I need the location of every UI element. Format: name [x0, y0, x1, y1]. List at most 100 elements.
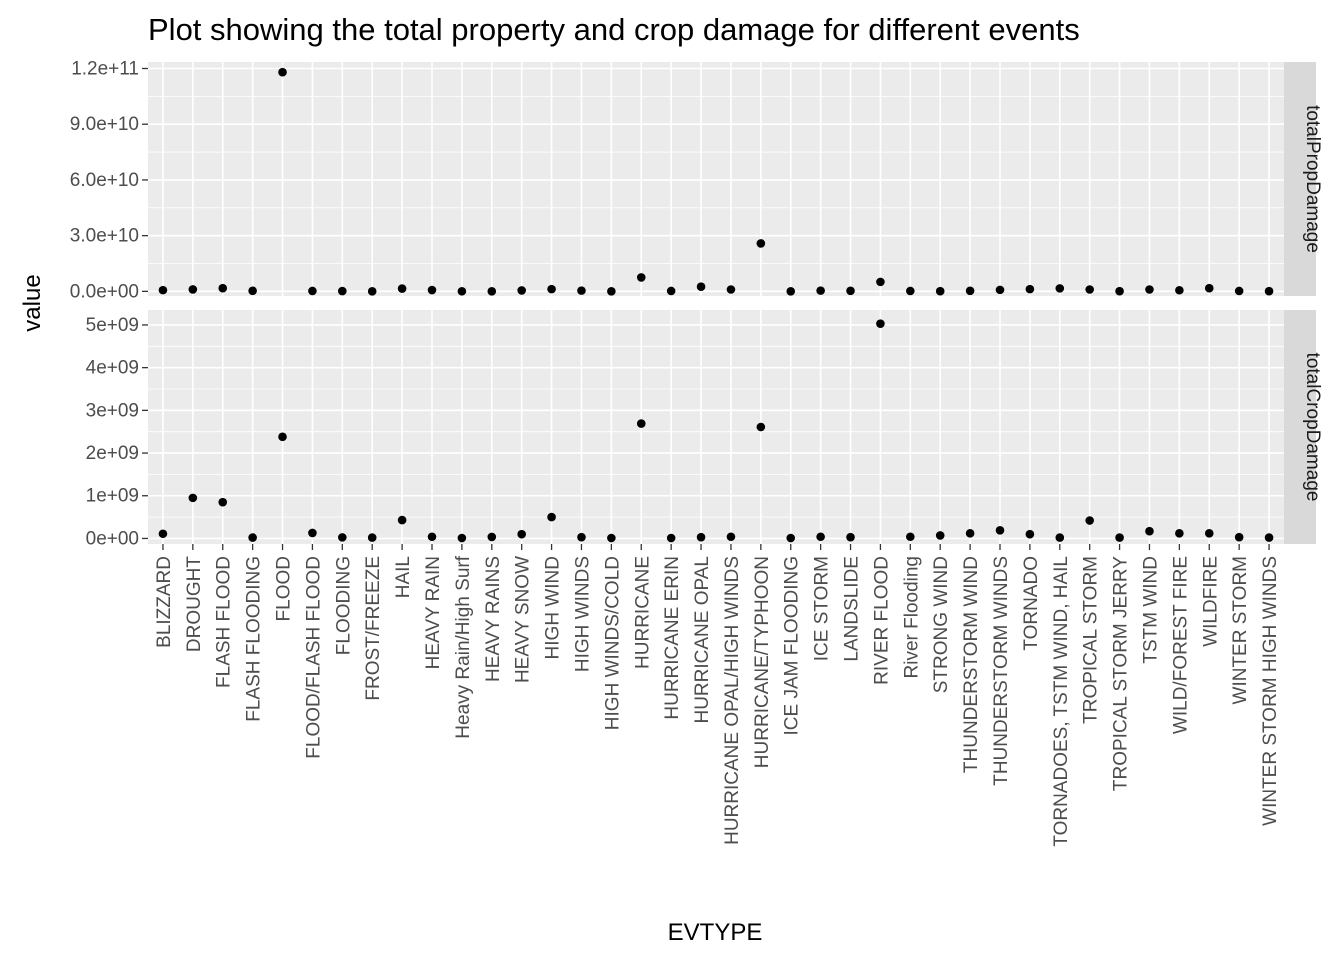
y-tick-label: 5e+09 [86, 315, 139, 336]
point-totalCropDamage-19 [726, 532, 736, 542]
point-totalPropDamage-5 [308, 286, 317, 296]
point-totalPropDamage-35 [1204, 283, 1214, 293]
point-totalPropDamage-7 [367, 287, 377, 296]
x-tick-label: HURRICANE/TYPHOON [752, 556, 773, 768]
point-totalPropDamage-24 [876, 277, 885, 287]
facet-strip-label: totalCropDamage [1302, 353, 1323, 502]
point-totalPropDamage-21 [786, 287, 796, 296]
point-totalCropDamage-28 [995, 526, 1005, 535]
point-totalCropDamage-25 [906, 532, 915, 542]
point-totalPropDamage-19 [726, 285, 736, 294]
x-tick-label: THUNDERSTORM WINDS [991, 556, 1012, 786]
point-totalCropDamage-30 [1055, 533, 1065, 542]
point-totalPropDamage-8 [397, 284, 407, 293]
x-tick-label: WINTER STORM [1230, 556, 1251, 704]
x-tick-label: ICE JAM FLOODING [782, 556, 803, 735]
x-tick-label: WINTER STORM HIGH WINDS [1260, 556, 1281, 826]
point-totalCropDamage-13 [547, 512, 556, 522]
point-totalCropDamage-1 [188, 493, 198, 503]
point-totalPropDamage-33 [1145, 285, 1154, 294]
x-tick-label: FLOOD [274, 556, 295, 621]
x-tick-label: HIGH WIND [543, 556, 564, 659]
facet-strip [1284, 62, 1316, 296]
point-totalPropDamage-31 [1085, 285, 1094, 294]
x-tick-label: WILD/FOREST FIRE [1170, 556, 1191, 734]
y-tick-label: 1e+09 [86, 486, 139, 507]
point-totalPropDamage-15 [607, 287, 616, 296]
x-tick-label: HEAVY SNOW [513, 556, 534, 683]
panel-background [148, 310, 1284, 544]
y-tick-label: 4e+09 [86, 358, 139, 379]
point-totalPropDamage-3 [248, 286, 257, 296]
point-totalPropDamage-34 [1175, 285, 1184, 295]
point-totalPropDamage-18 [696, 282, 706, 292]
x-tick-label: FLOODING [333, 556, 354, 655]
x-tick-label: ICE STORM [812, 556, 833, 661]
point-totalPropDamage-23 [846, 286, 855, 296]
point-totalCropDamage-7 [367, 533, 377, 542]
point-totalCropDamage-8 [397, 515, 407, 525]
point-totalPropDamage-36 [1234, 286, 1244, 296]
point-totalCropDamage-2 [218, 497, 228, 507]
y-tick-label: 1.2e+11 [71, 59, 139, 80]
x-tick-label: FROST/FREEZE [363, 556, 384, 701]
x-tick-label: TROPICAL STORM [1081, 556, 1102, 724]
point-totalCropDamage-11 [487, 532, 497, 542]
point-totalCropDamage-16 [636, 419, 646, 428]
point-totalPropDamage-20 [756, 239, 766, 248]
point-totalPropDamage-0 [158, 285, 168, 295]
facet-totalPropDamage: 0.0e+00 3.0e+10 6.0e+10 9.0e+10 1.2e+11 total… [70, 59, 1323, 303]
point-totalPropDamage-26 [935, 286, 945, 296]
x-tick-label: TSTM WIND [1140, 556, 1161, 664]
point-totalCropDamage-3 [248, 533, 257, 542]
point-totalCropDamage-22 [816, 532, 825, 542]
point-totalPropDamage-25 [906, 286, 915, 296]
point-totalPropDamage-17 [666, 286, 676, 296]
point-totalCropDamage-29 [1025, 529, 1035, 539]
x-tick-label: HAIL [393, 556, 414, 598]
point-totalCropDamage-27 [965, 529, 975, 538]
point-totalCropDamage-4 [278, 432, 287, 442]
point-totalCropDamage-15 [607, 533, 616, 543]
point-totalCropDamage-31 [1085, 516, 1094, 525]
x-tick-label: HURRICANE [632, 556, 653, 669]
facet-totalCropDamage: 0e+00 1e+09 2e+09 3e+09 4e+09 5e+09 totalCropD… [86, 310, 1323, 549]
point-totalCropDamage-33 [1145, 526, 1154, 536]
x-tick-label: STRONG WIND [931, 556, 952, 693]
facet-panels: 0.0e+00 3.0e+10 6.0e+10 9.0e+10 1.2e+11 total… [70, 59, 1323, 550]
x-tick-label: TORNADOES, TSTM WIND, HAIL [1051, 556, 1072, 847]
x-axis: BLIZZARD DROUGHT FLASH FLOOD FLASH FLOODING… [154, 544, 1281, 847]
x-tick-label: HIGH WINDS [572, 556, 593, 672]
point-totalCropDamage-20 [756, 422, 766, 432]
point-totalPropDamage-9 [427, 285, 437, 295]
point-totalCropDamage-9 [427, 532, 437, 542]
point-totalPropDamage-12 [517, 286, 526, 295]
panel-background [148, 62, 1284, 296]
x-tick-label: DROUGHT [184, 556, 205, 652]
y-tick-label: 9.0e+10 [70, 114, 139, 135]
point-totalCropDamage-6 [338, 533, 347, 542]
point-totalCropDamage-36 [1234, 532, 1244, 542]
point-totalCropDamage-23 [846, 532, 855, 542]
y-tick-label: 3e+09 [86, 400, 139, 421]
x-tick-label: HEAVY RAINS [483, 556, 504, 682]
point-totalPropDamage-30 [1055, 284, 1065, 293]
x-tick-label: RIVER FLOOD [871, 556, 892, 685]
point-totalCropDamage-0 [158, 529, 168, 539]
x-tick-label: THUNDERSTORM WIND [961, 556, 982, 773]
point-totalPropDamage-27 [965, 286, 975, 296]
point-totalPropDamage-14 [577, 286, 586, 295]
x-tick-label: TROPICAL STORM JERRY [1111, 556, 1132, 791]
point-totalCropDamage-5 [308, 528, 317, 538]
x-tick-label: FLASH FLOOD [214, 556, 235, 688]
point-totalPropDamage-13 [547, 284, 556, 294]
x-tick-label: FLOOD/FLASH FLOOD [303, 556, 324, 759]
facet-strip [1284, 310, 1316, 544]
point-totalPropDamage-22 [816, 286, 825, 295]
x-tick-label: Heavy Rain/High Surf [453, 555, 474, 738]
x-axis-title: EVTYPE [668, 919, 763, 946]
point-totalPropDamage-1 [188, 285, 198, 294]
chart-title: Plot showing the total property and crop… [148, 12, 1080, 47]
point-totalCropDamage-34 [1175, 529, 1184, 538]
